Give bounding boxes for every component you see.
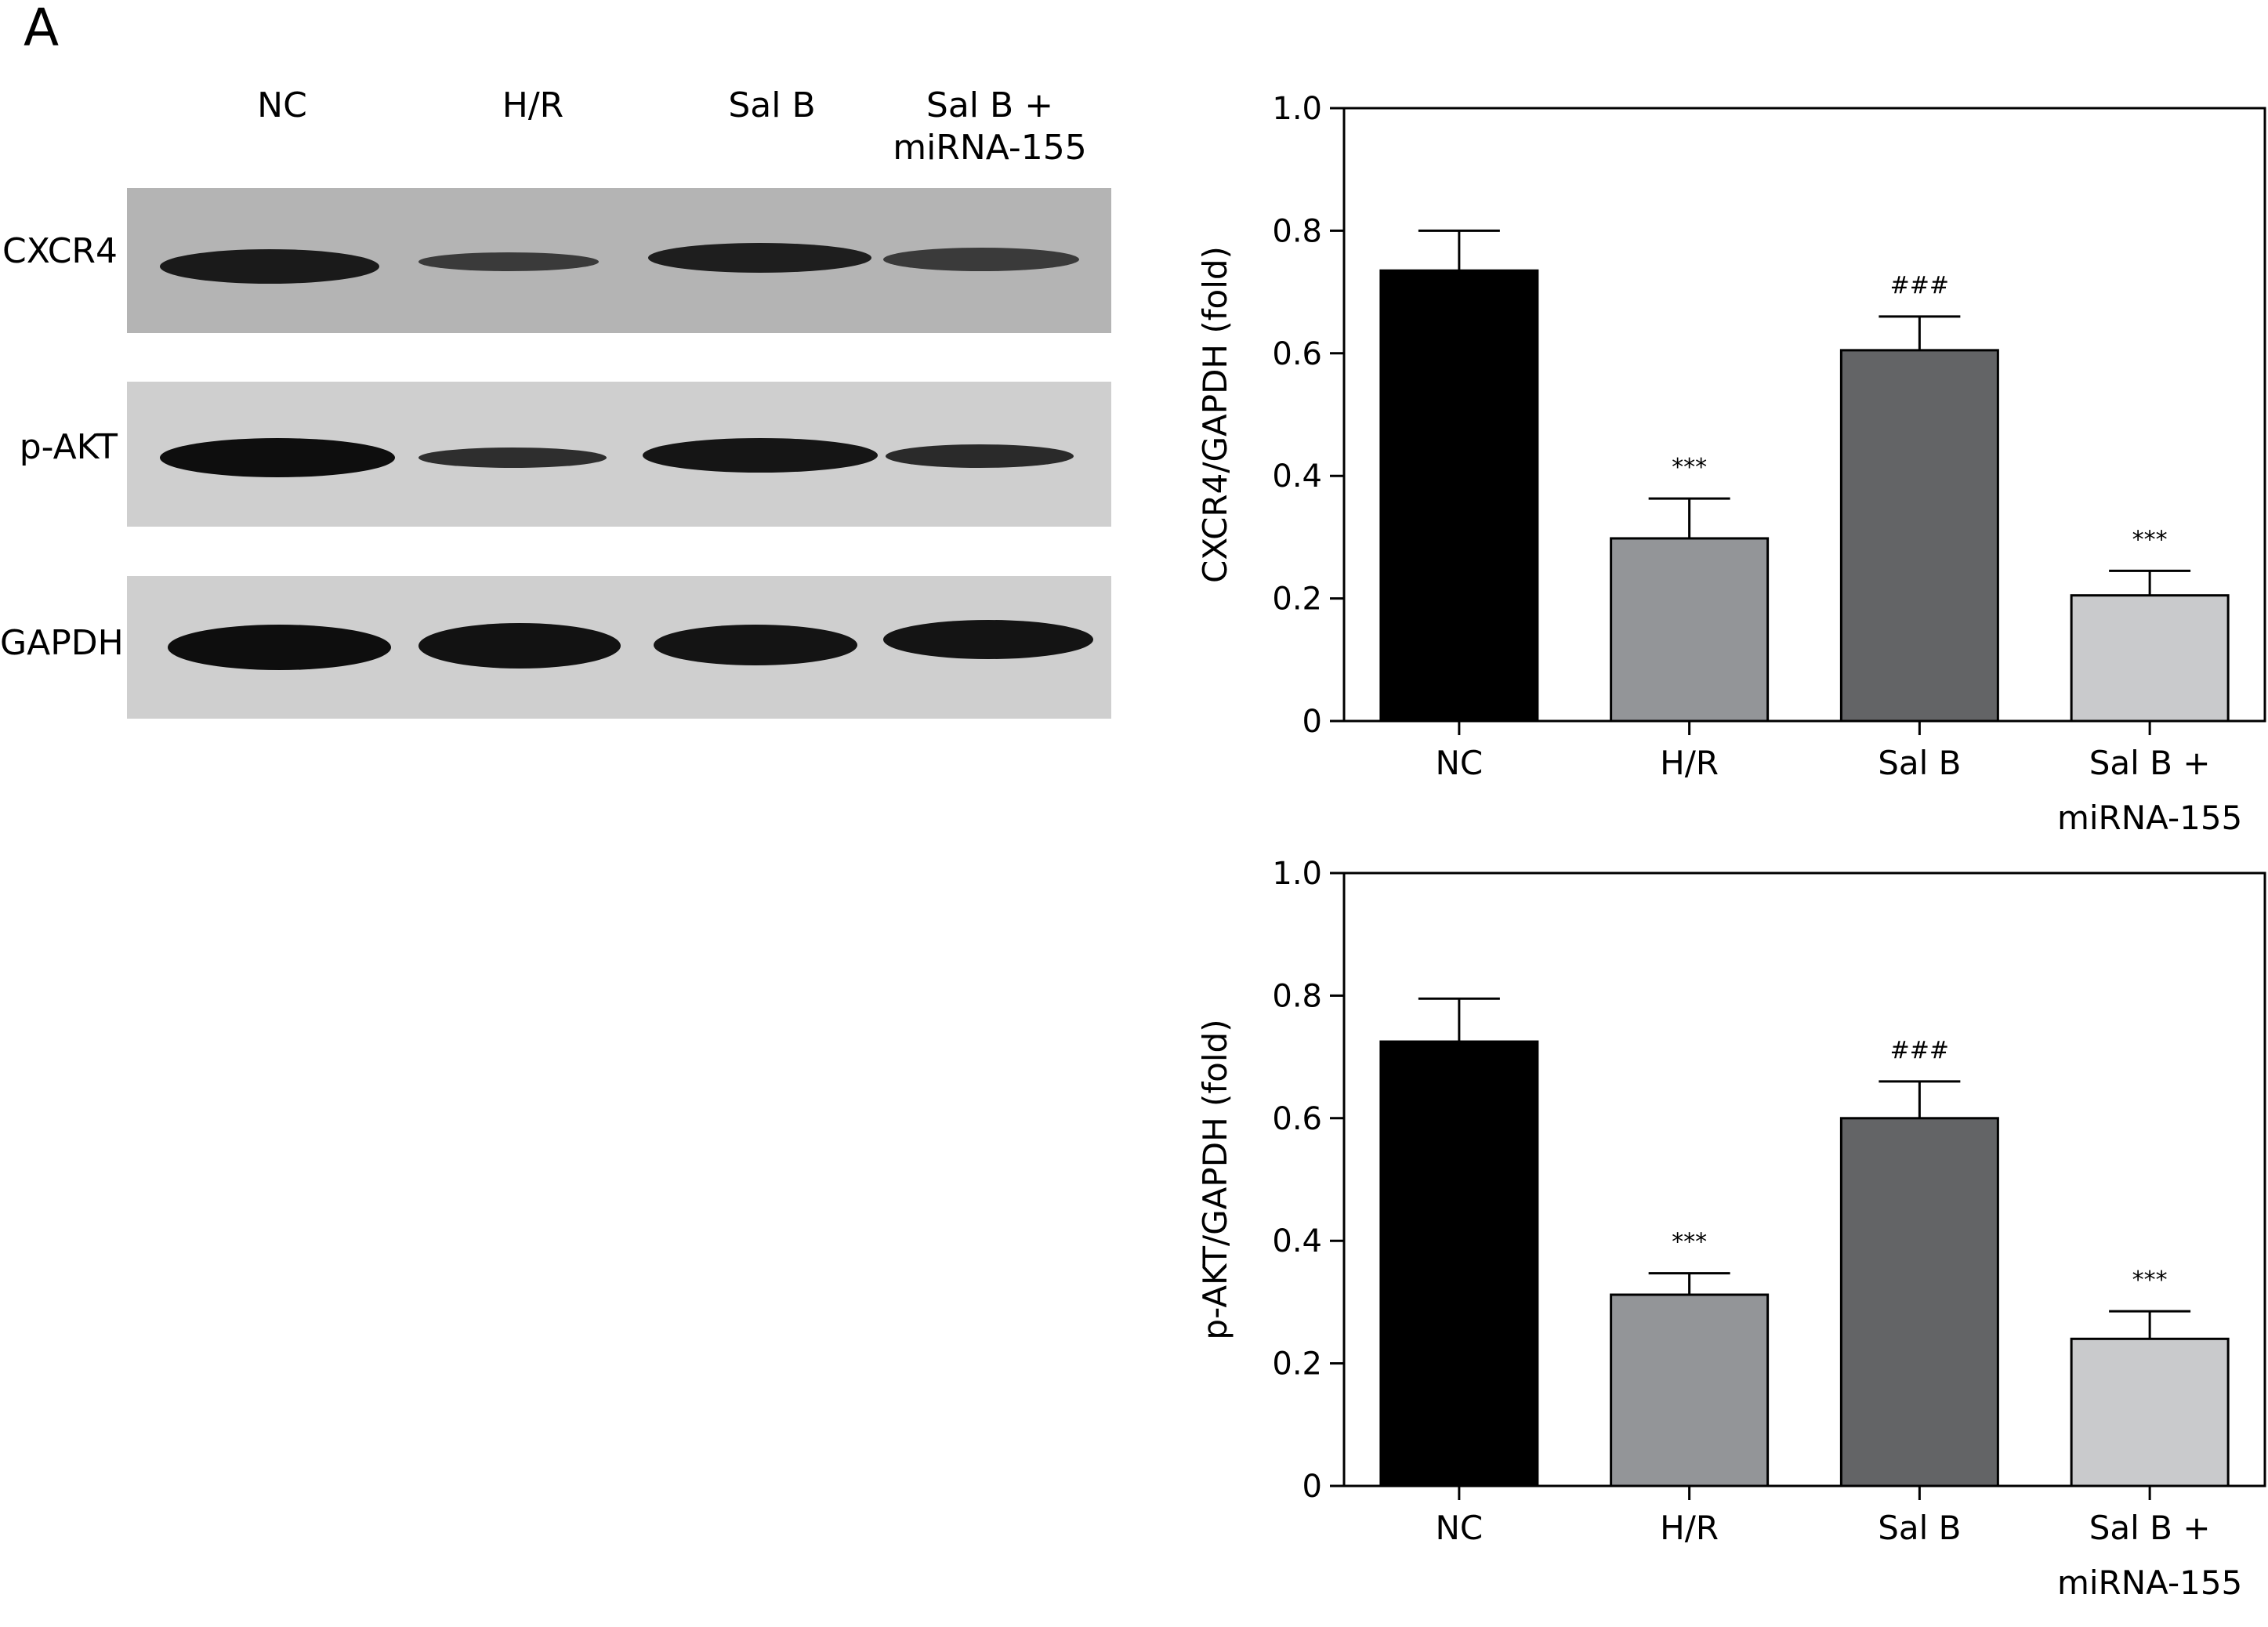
y-tick-label: 0.4 bbox=[1272, 1223, 1322, 1259]
y-tick-label: 0.2 bbox=[1272, 582, 1322, 618]
significance-label: *** bbox=[2132, 1266, 2168, 1294]
y-tick-label: 0.2 bbox=[1272, 1346, 1322, 1382]
y-tick-label: 0 bbox=[1302, 704, 1322, 740]
y-tick-label: 1.0 bbox=[1272, 856, 1322, 892]
plot-frame bbox=[1342, 871, 2266, 1487]
y-tick-label: 0.8 bbox=[1272, 978, 1322, 1014]
bar bbox=[1839, 1117, 1999, 1487]
band bbox=[648, 243, 871, 273]
significance-label: ### bbox=[1890, 1037, 1949, 1064]
x-tick-label: Sal B bbox=[1878, 744, 1961, 782]
band bbox=[883, 248, 1079, 271]
blot-strip-pakt bbox=[127, 382, 1111, 527]
bar bbox=[1610, 1293, 1770, 1487]
y-tick-label: 0.8 bbox=[1272, 213, 1322, 249]
x-tick-label: H/R bbox=[1660, 744, 1719, 782]
significance-label: ### bbox=[1890, 272, 1949, 299]
bar bbox=[1379, 1040, 1539, 1487]
blot-row-label-gapdh: GAPDH bbox=[0, 623, 124, 663]
y-tick-label: 0.6 bbox=[1272, 1101, 1322, 1137]
lane-header-nc: NC bbox=[257, 85, 307, 125]
band bbox=[160, 249, 379, 284]
band bbox=[160, 438, 395, 477]
blot-strip-cxcr4 bbox=[127, 188, 1111, 333]
panel-letter: A bbox=[24, 0, 60, 58]
bar bbox=[2070, 594, 2230, 723]
x-tick-label: miRNA-155 bbox=[2057, 1564, 2242, 1602]
y-axis-label: CXCR4/GAPDH (fold) bbox=[1196, 246, 1234, 583]
x-tick-label: NC bbox=[1436, 1509, 1484, 1547]
x-tick-label: H/R bbox=[1660, 1509, 1719, 1547]
plot-frame bbox=[1342, 107, 2266, 723]
y-tick-label: 0.4 bbox=[1272, 458, 1322, 495]
band bbox=[418, 623, 621, 669]
band bbox=[643, 438, 878, 473]
bar bbox=[1839, 349, 1999, 723]
x-tick-label: Sal B bbox=[1878, 1509, 1961, 1547]
x-tick-label: Sal B + bbox=[2089, 744, 2211, 782]
significance-label: *** bbox=[2132, 526, 2168, 553]
blot-row-label-pakt: p-AKT bbox=[19, 427, 118, 467]
lane-header-salb-mirna: Sal B + miRNA-155 bbox=[893, 85, 1087, 168]
y-axis-label: p-AKT/GAPDH (fold) bbox=[1196, 1019, 1234, 1339]
x-tick-label: NC bbox=[1436, 744, 1484, 782]
blot-row-label-cxcr4: CXCR4 bbox=[2, 231, 118, 271]
bar bbox=[1379, 269, 1539, 723]
bar-chart-pakt: 0 0.2 0.4 0.6 0.8 1.0 p-AKT/GAPDH (fold) NC *** H… bbox=[1196, 856, 2266, 1602]
y-tick-label: 0 bbox=[1302, 1469, 1322, 1505]
x-tick-label: Sal B + bbox=[2089, 1509, 2211, 1547]
bar-chart-cxcr4: 0 0.2 0.4 0.6 0.8 1.0 CXCR4/GAPDH (fold) NC *** H… bbox=[1196, 91, 2266, 837]
band bbox=[886, 444, 1074, 468]
lane-header-hr: H/R bbox=[502, 85, 564, 125]
significance-label: *** bbox=[1672, 1229, 1707, 1256]
band bbox=[418, 252, 599, 271]
bar bbox=[1610, 537, 1770, 723]
bar bbox=[2070, 1337, 2230, 1487]
y-tick-label: 0.6 bbox=[1272, 336, 1322, 372]
y-tick-label: 1.0 bbox=[1272, 91, 1322, 127]
lane-header-salb: Sal B bbox=[728, 85, 816, 125]
band bbox=[168, 625, 391, 670]
x-tick-label: miRNA-155 bbox=[2057, 799, 2242, 837]
band bbox=[654, 625, 857, 665]
blot-strip-gapdh bbox=[127, 576, 1111, 719]
band bbox=[883, 620, 1093, 659]
band bbox=[418, 448, 607, 468]
significance-label: *** bbox=[1672, 454, 1707, 481]
